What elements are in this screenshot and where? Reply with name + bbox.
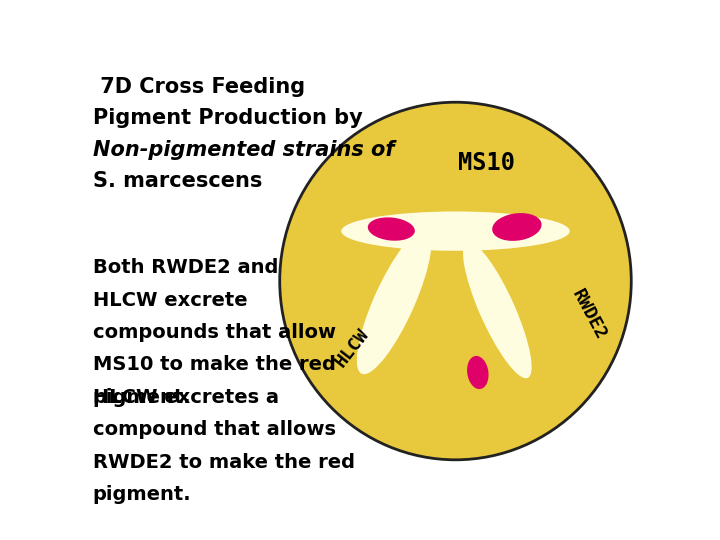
- Text: HLCW: HLCW: [332, 325, 373, 370]
- Text: compounds that allow: compounds that allow: [93, 323, 336, 342]
- Ellipse shape: [357, 230, 431, 374]
- Text: pigment.: pigment.: [93, 485, 192, 504]
- Text: HLCW excrete: HLCW excrete: [93, 291, 248, 309]
- Ellipse shape: [368, 218, 415, 241]
- Ellipse shape: [467, 356, 489, 389]
- Text: Non-pigmented strains of: Non-pigmented strains of: [93, 140, 395, 160]
- Text: Both RWDE2 and: Both RWDE2 and: [93, 258, 278, 277]
- Ellipse shape: [492, 213, 541, 241]
- Text: 7D Cross Feeding: 7D Cross Feeding: [93, 77, 305, 97]
- Text: RWDE2: RWDE2: [569, 286, 610, 342]
- Ellipse shape: [463, 242, 531, 378]
- Text: Pigment Production by: Pigment Production by: [93, 109, 363, 129]
- Ellipse shape: [280, 102, 631, 460]
- Text: HLCW excretes a: HLCW excretes a: [93, 388, 279, 407]
- Text: compound that allows: compound that allows: [93, 420, 336, 440]
- Text: S. marcescens: S. marcescens: [93, 171, 262, 191]
- Text: MS10 to make the red: MS10 to make the red: [93, 355, 336, 374]
- Text: pigment.: pigment.: [93, 388, 192, 407]
- Text: RWDE2 to make the red: RWDE2 to make the red: [93, 453, 355, 472]
- Ellipse shape: [341, 212, 570, 251]
- Text: MS10: MS10: [458, 151, 515, 174]
